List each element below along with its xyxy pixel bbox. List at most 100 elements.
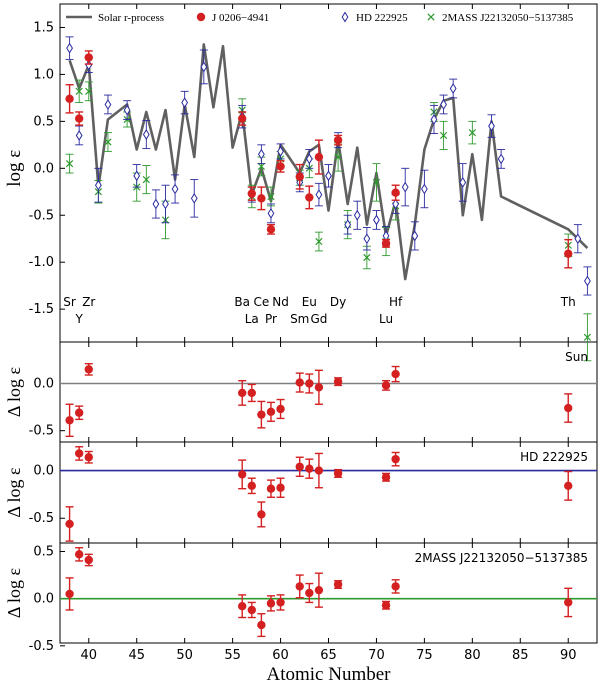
residual-point	[305, 588, 314, 598]
hd-point	[104, 99, 112, 110]
mass-marker	[142, 175, 150, 184]
hd-point	[257, 148, 265, 160]
residual-panel-title: Sun	[565, 350, 588, 364]
element-label: Eu	[302, 295, 317, 309]
legend-label: Solar r-process	[98, 12, 164, 24]
residual-point	[247, 388, 256, 398]
element-label: La	[245, 312, 259, 326]
hd-point	[200, 61, 208, 73]
residual-point	[65, 416, 74, 425]
y-tick-label: -0.5	[29, 208, 54, 223]
y-tick-label: -0.5	[29, 639, 54, 654]
residual-point	[74, 550, 84, 559]
y-tick-label: 0.0	[33, 464, 54, 479]
j0206-point	[333, 135, 343, 145]
x-tick-label: 70	[368, 648, 385, 663]
residual-point	[65, 519, 74, 529]
mass-point	[315, 237, 323, 246]
residual-point	[314, 466, 324, 475]
mass-marker	[583, 333, 592, 341]
residual-point	[333, 469, 343, 478]
x-tick-label: 90	[560, 648, 577, 663]
residual-point	[237, 470, 247, 479]
hd-point	[133, 170, 141, 182]
j0206-point	[381, 239, 391, 248]
mass-marker	[334, 153, 342, 161]
panel-frame-2	[59, 441, 598, 544]
hd-point	[344, 219, 352, 231]
residual-point	[257, 620, 266, 630]
y-tick-label: 0.0	[33, 592, 54, 607]
residual-point	[276, 483, 285, 492]
y-axis-label-residual: Δ log ε	[4, 467, 24, 518]
solar-r-process-line	[68, 43, 589, 281]
element-label: Nd	[272, 295, 289, 309]
element-label: Sm	[290, 312, 309, 326]
mass-point	[372, 178, 381, 187]
panel-frame-1	[59, 341, 598, 443]
hd-point	[190, 192, 198, 204]
element-label: Sr	[63, 295, 76, 309]
residual-point	[391, 369, 400, 379]
residual-point	[84, 365, 93, 374]
hd-point	[421, 183, 428, 195]
mass-marker	[372, 178, 381, 187]
residual-point	[74, 408, 84, 417]
legend-marker-j0206	[196, 12, 206, 22]
legend-marker-hd	[341, 11, 349, 23]
mass-point	[439, 131, 448, 140]
residual-point	[74, 449, 84, 458]
residual-point	[381, 473, 391, 482]
hd-point	[440, 99, 447, 110]
residual-point	[564, 598, 573, 607]
residual-point	[247, 481, 256, 491]
x-tick-label: 55	[224, 648, 241, 663]
mass-marker	[85, 87, 93, 95]
legend-marker-mass	[427, 13, 435, 21]
mass-marker	[104, 138, 112, 146]
residual-point	[237, 388, 247, 398]
residual-point	[295, 582, 304, 591]
residual-point	[276, 404, 285, 414]
hd-point	[574, 233, 582, 245]
residual-point	[65, 589, 74, 599]
mass-marker	[439, 131, 448, 140]
hd-point	[363, 233, 371, 245]
element-label: Pr	[265, 312, 277, 326]
hd-point	[401, 181, 409, 193]
j0206-point	[84, 53, 93, 62]
y-tick-label: 1.5	[33, 20, 54, 35]
element-label: Zr	[82, 295, 95, 309]
mass-point	[65, 159, 74, 168]
residual-point	[247, 605, 256, 615]
hd-point	[75, 129, 83, 141]
hd-point	[162, 198, 169, 210]
element-label: Dy	[330, 295, 346, 309]
mass-marker	[315, 237, 323, 246]
legend-label: HD 222925	[356, 12, 408, 24]
y-axis-label-top: log ε	[4, 150, 25, 187]
hd-point	[325, 170, 332, 182]
j0206-point	[266, 225, 276, 234]
y-tick-label: 0.0	[33, 377, 54, 392]
j0206-point	[276, 162, 285, 171]
y-tick-label: -1.5	[29, 302, 54, 317]
x-tick-label: 40	[80, 648, 97, 663]
element-label: Hf	[389, 295, 403, 309]
y-tick-label: 0.5	[33, 114, 54, 129]
residual-point	[237, 602, 247, 611]
y-tick-label: -0.5	[29, 511, 54, 526]
residual-point	[305, 379, 314, 388]
j0206-point	[65, 94, 74, 104]
j0206-point	[257, 194, 266, 203]
mass-point	[468, 129, 476, 137]
hd-point	[305, 153, 313, 165]
hd-point	[152, 198, 160, 210]
x-tick-label: 45	[128, 648, 145, 663]
mass-point	[85, 87, 93, 95]
legend-label: 2MASS J22132050−5137385	[442, 12, 574, 24]
j0206-point	[247, 189, 256, 198]
residual-point	[84, 555, 93, 565]
y-tick-label: -1.0	[29, 255, 54, 270]
j0206-point	[564, 249, 573, 258]
